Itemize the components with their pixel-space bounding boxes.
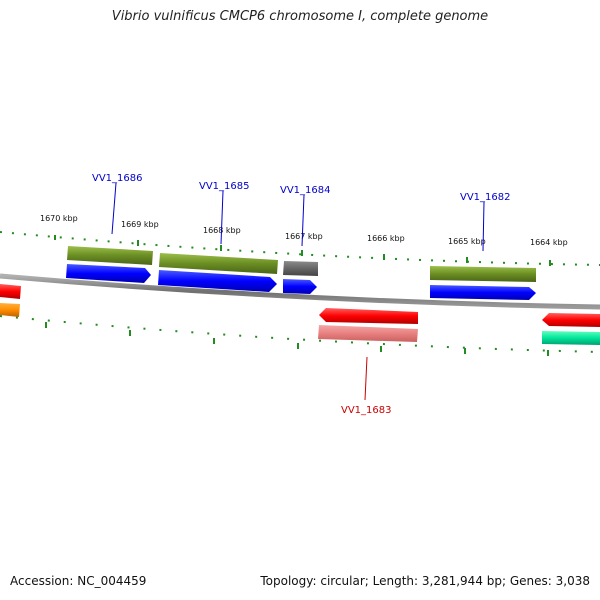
minus-cds-track	[0, 284, 600, 345]
cds-arrow-vv1-1683[interactable]	[319, 308, 418, 324]
gene-feature-vv1-1683[interactable]	[318, 325, 418, 342]
gene-label-vv1-1685[interactable]: VV1_1685	[199, 181, 250, 192]
genome-backbone	[0, 273, 600, 310]
map-title: Vibrio vulnificus CMCP6 chromosome I, co…	[111, 9, 489, 24]
outer-tick-ring	[0, 231, 600, 266]
cds-arrow-left-edge[interactable]	[0, 284, 21, 299]
gene-feature-vv1-1684[interactable]	[283, 261, 318, 276]
scale-label: 1666 kbp	[367, 234, 405, 243]
cds-arrow-vv1-1682[interactable]	[430, 285, 536, 300]
leader-line	[301, 194, 305, 247]
gene-feature-vv1-1682[interactable]	[430, 266, 536, 282]
leader-line	[220, 190, 224, 245]
scale-label: 1667 kbp	[285, 232, 323, 241]
leader-line	[364, 356, 368, 401]
cds-arrow-vv1-1684[interactable]	[283, 279, 317, 294]
gene-feature-left-edge[interactable]	[0, 303, 20, 317]
scale-label: 1669 kbp	[121, 220, 159, 229]
genome-summary-text: Topology: circular; Length: 3,281,944 bp…	[260, 574, 590, 588]
gene-feature-vv1-1685[interactable]	[159, 253, 278, 274]
gene-feature-vv1-1686[interactable]	[67, 246, 153, 265]
gene-label-vv1-1683[interactable]: VV1_1683	[341, 405, 392, 416]
scale-label: 1664 kbp	[530, 238, 568, 247]
leader-line	[111, 182, 117, 235]
cds-arrow-right-edge[interactable]	[542, 313, 600, 327]
plus-cds-track	[66, 264, 536, 300]
gene-label-vv1-1686[interactable]: VV1_1686	[92, 173, 143, 184]
scale-label: 1665 kbp	[448, 237, 486, 246]
gene-feature-right-edge[interactable]	[542, 331, 600, 345]
inner-tick-ring	[0, 315, 600, 356]
cds-arrow-vv1-1685[interactable]	[158, 270, 277, 292]
gene-label-vv1-1684[interactable]: VV1_1684	[280, 185, 331, 196]
accession-text: Accession: NC_004459	[10, 574, 147, 588]
inner-tick-track	[0, 315, 600, 353]
scale-label: 1670 kbp	[40, 214, 78, 223]
cds-arrow-vv1-1686[interactable]	[66, 264, 151, 283]
outer-tick-track	[0, 231, 600, 266]
leader-line	[482, 201, 485, 252]
plus-gene-track	[67, 246, 536, 282]
gene-label-vv1-1682[interactable]: VV1_1682	[460, 192, 511, 203]
gene-labels: VV1_1686 VV1_1685 VV1_1684 VV1_1682 VV1_…	[92, 173, 511, 416]
